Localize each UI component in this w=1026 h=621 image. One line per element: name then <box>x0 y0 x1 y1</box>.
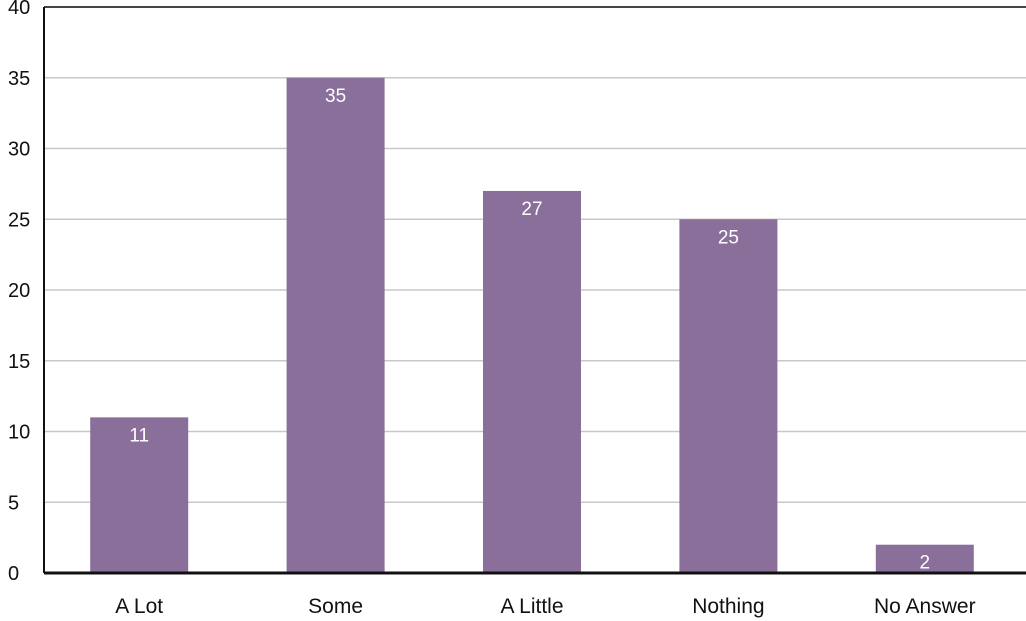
bars <box>90 77 974 573</box>
bar-no-answer <box>875 544 974 573</box>
bar-nothing <box>679 219 778 573</box>
y-tick-label: 5 <box>8 492 19 514</box>
x-category-label: Nothing <box>692 595 764 618</box>
data-label: 35 <box>325 86 346 107</box>
data-label: 2 <box>920 553 931 574</box>
bar-some <box>286 77 385 573</box>
y-tick-label: 20 <box>8 280 30 302</box>
x-category-label: Some <box>308 595 363 618</box>
data-label: 25 <box>718 227 739 248</box>
y-tick-label: 10 <box>8 422 30 444</box>
y-tick-label: 15 <box>8 351 30 373</box>
axes <box>43 6 1026 575</box>
bar-a-lot <box>90 417 189 573</box>
y-axis-tick-labels: 0 5 10 15 20 25 30 35 40 <box>8 0 30 585</box>
data-label: 11 <box>129 425 149 446</box>
bar-a-little <box>483 190 581 573</box>
x-category-label: No Answer <box>874 595 976 618</box>
x-category-label: A Lot <box>115 595 163 618</box>
y-tick-label: 25 <box>8 209 30 231</box>
y-tick-label: 40 <box>8 0 30 19</box>
data-labels: 11 35 27 25 2 <box>129 86 930 574</box>
x-axis-category-labels: A Lot Some A Little Nothing No Answer <box>115 595 975 618</box>
data-label: 27 <box>521 199 542 220</box>
y-tick-label: 30 <box>8 139 30 161</box>
y-tick-label: 0 <box>8 563 19 585</box>
x-category-label: A Little <box>500 595 563 618</box>
y-tick-label: 35 <box>8 68 30 90</box>
